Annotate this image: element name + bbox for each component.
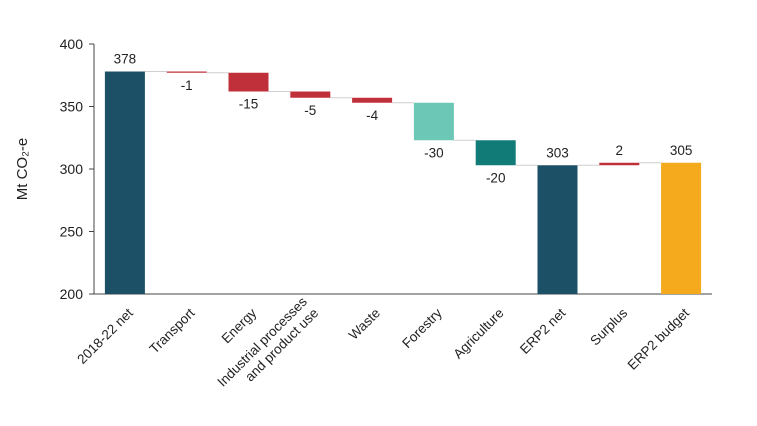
y-tick-label: 350 — [60, 99, 84, 115]
bar — [228, 72, 269, 92]
category-label-line: Agriculture — [450, 305, 506, 361]
bar — [599, 162, 640, 166]
y-tick-label: 250 — [60, 224, 84, 240]
bar — [413, 102, 454, 141]
bar — [475, 140, 516, 166]
y-tick-label: 200 — [60, 286, 84, 302]
bar — [661, 162, 702, 294]
category-label-line: Forestry — [399, 305, 445, 351]
data-label: -15 — [239, 97, 259, 112]
category-label: Transport — [147, 305, 198, 356]
data-label: 303 — [546, 145, 569, 160]
bars — [104, 71, 702, 294]
bar — [537, 165, 578, 294]
category-label: Agriculture — [450, 305, 506, 361]
bar — [290, 91, 331, 98]
category-label-line: ERP2 budget — [625, 305, 693, 373]
category-label-line: Transport — [147, 305, 198, 356]
connector-lines — [144, 71, 662, 166]
bar — [352, 97, 393, 103]
data-label: -4 — [366, 108, 378, 123]
category-label: Surplus — [587, 305, 630, 348]
category-label: Forestry — [399, 305, 445, 351]
category-label-line: ERP2 net — [517, 305, 569, 357]
category-label-line: Surplus — [587, 305, 630, 348]
y-axis-title: Mt CO₂-e — [14, 138, 31, 201]
category-label: ERP2 net — [517, 305, 569, 357]
y-tick-label: 300 — [60, 161, 84, 177]
data-label: 2 — [616, 143, 624, 158]
y-tick-label: 400 — [60, 36, 84, 52]
category-label: ERP2 budget — [625, 305, 693, 373]
data-label: 305 — [670, 143, 693, 158]
data-label: -1 — [181, 78, 193, 93]
data-label: -5 — [304, 103, 316, 118]
data-label: -30 — [424, 145, 444, 160]
data-labels: 378 -1 -15 -5 -4 -30 -20 303 2 305 — [114, 52, 693, 186]
bar — [166, 71, 207, 73]
y-axis: 200 250 300 350 400 — [60, 36, 712, 302]
bar — [104, 71, 145, 294]
data-label: -20 — [486, 170, 506, 185]
data-label: 378 — [114, 52, 137, 67]
category-label-line: Waste — [346, 305, 383, 342]
category-label: Waste — [346, 305, 383, 342]
category-label: 2018-22 net — [74, 305, 136, 367]
category-label-line: 2018-22 net — [74, 305, 136, 367]
